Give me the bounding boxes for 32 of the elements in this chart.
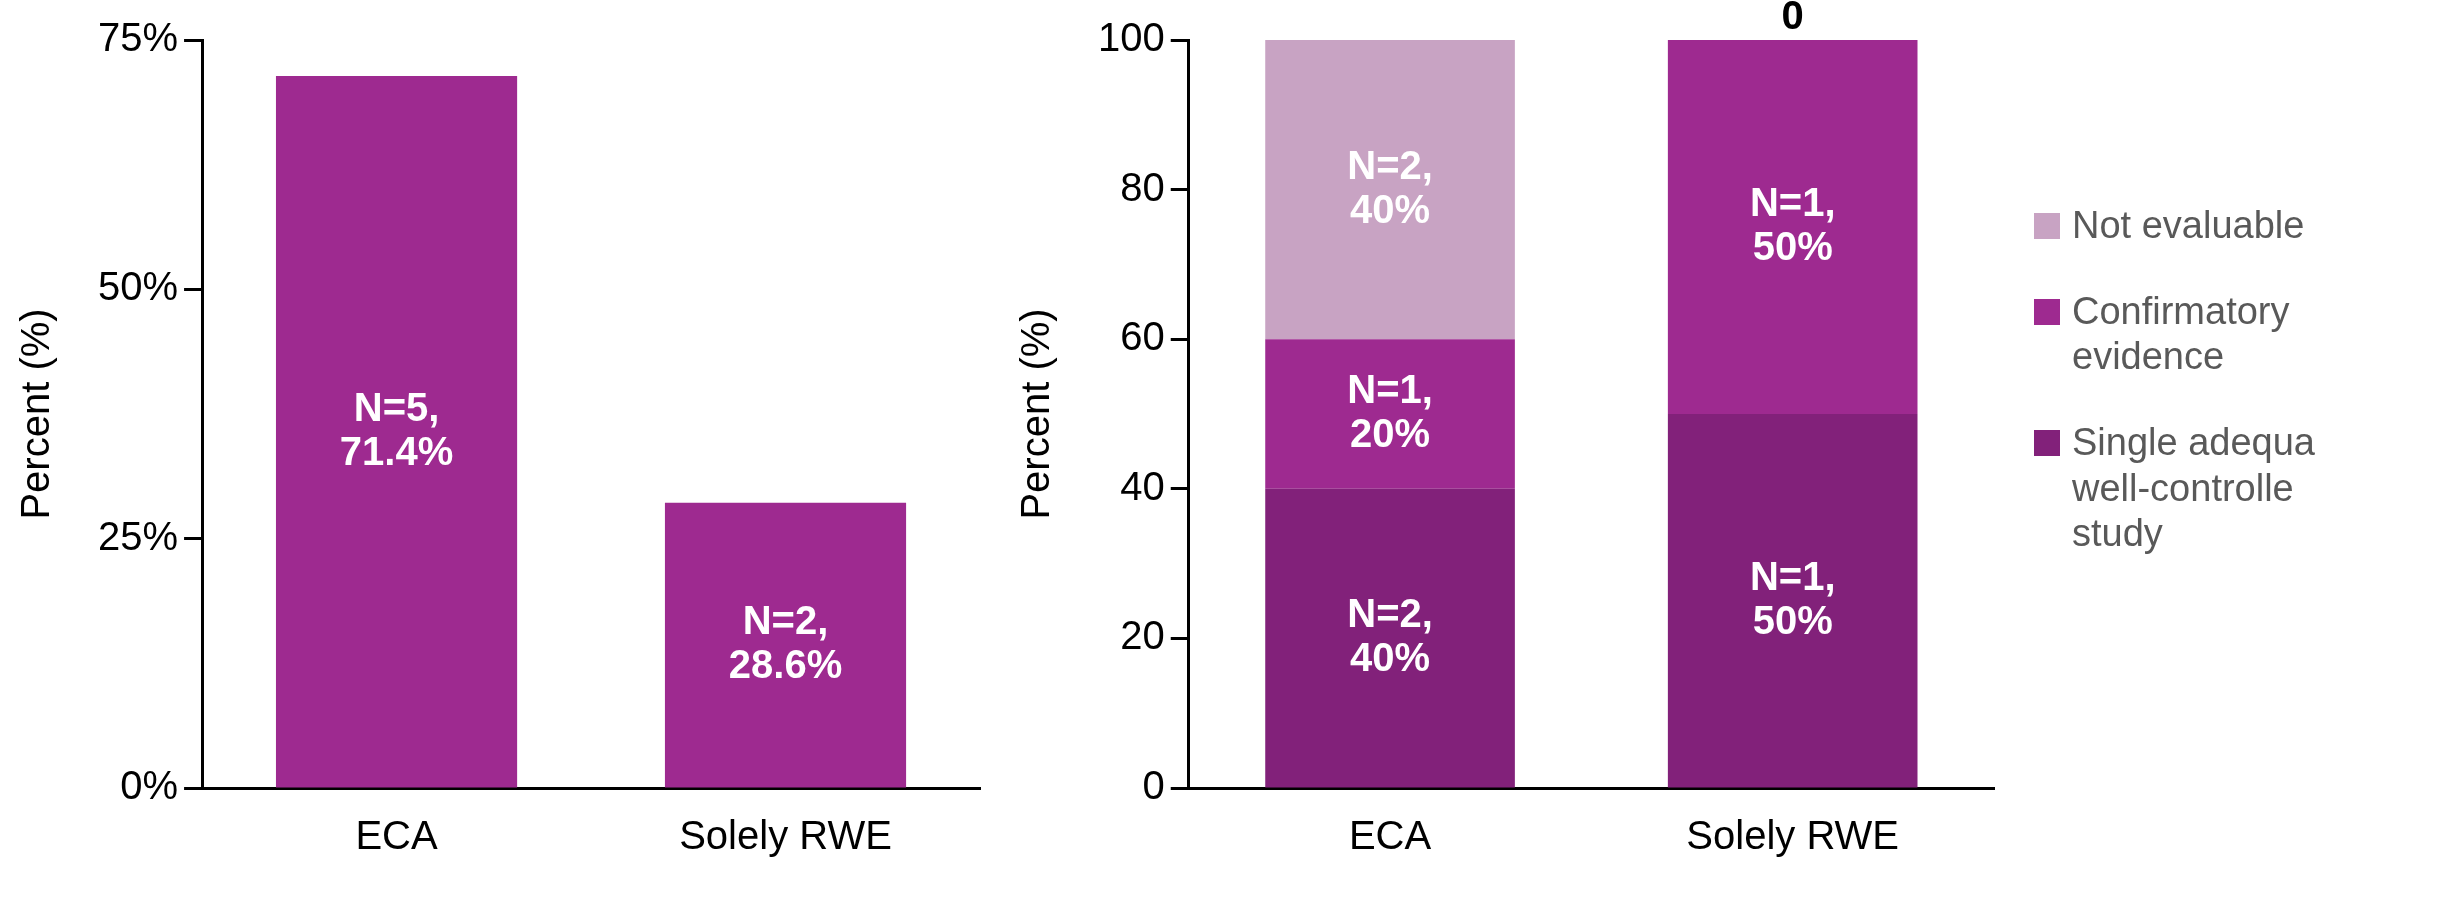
x-tick-label: Solely RWE	[1686, 813, 1900, 858]
bar	[1667, 40, 1918, 414]
data-label: N=2, 28.6%	[728, 598, 843, 687]
y-tick-label: 75%	[98, 15, 179, 60]
y-tick-label: 80	[1120, 164, 1165, 209]
data-label: N=1, 50%	[1749, 553, 1836, 642]
y-tick-label: 0%	[120, 763, 179, 808]
y-axis-title: Percent (%)	[13, 308, 58, 520]
legend-label: Confirmatory evidence	[2072, 288, 2291, 380]
bar	[1265, 40, 1515, 340]
data-label: N=5, 71.4%	[339, 384, 454, 473]
x-tick-label: ECA	[1348, 813, 1432, 858]
y-tick-label: 20	[1120, 613, 1165, 658]
data-label: N=1, 50%	[1749, 180, 1836, 269]
bar	[1265, 488, 1515, 788]
legend-label: Not evaluable	[2072, 203, 2306, 249]
data-label: N=1, 20%	[1347, 367, 1433, 456]
bar	[1265, 339, 1515, 489]
y-tick-label: 100	[1097, 15, 1165, 60]
y-tick-label: 25%	[98, 513, 179, 558]
y-tick-label: 40	[1120, 463, 1165, 508]
y-tick-label: 0	[1142, 763, 1165, 808]
y-tick-label: 60	[1120, 314, 1165, 359]
x-tick-label: Solely RWE	[679, 813, 892, 858]
x-tick-label: ECA	[355, 813, 438, 858]
bar	[1667, 414, 1918, 788]
data-label: N=2, 40%	[1347, 142, 1433, 231]
data-label: N=2, 40%	[1347, 591, 1433, 680]
legend-label: Single adequa well-controlle study	[2072, 420, 2316, 557]
y-tick-label: 50%	[98, 264, 179, 309]
data-label: 0	[1781, 0, 1804, 38]
y-axis-title: Percent (%)	[1013, 308, 1058, 520]
